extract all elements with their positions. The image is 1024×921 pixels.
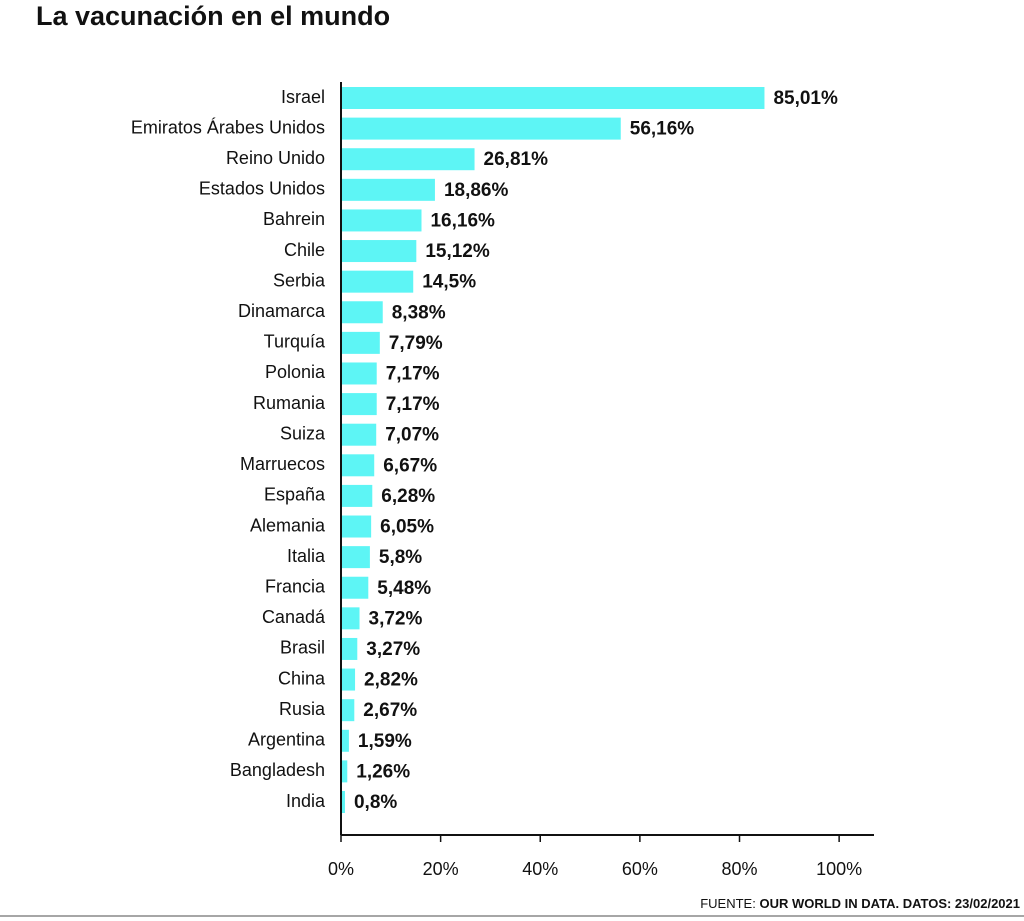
value-label: 18,86% [444,180,509,201]
value-label: 6,05% [380,517,434,538]
bar [341,699,355,722]
y-tick-label: Turquía [264,332,326,352]
bar [341,484,373,507]
bar [341,270,414,293]
value-label: 1,26% [356,761,410,782]
y-tick-label: Brasil [280,638,325,658]
x-tick-label: 100% [816,859,862,879]
chart-title: La vacunación en el mundo [36,1,390,31]
y-tick-label: Serbia [273,270,326,290]
bar [341,576,369,599]
y-tick-label: Dinamarca [238,301,326,321]
bar [341,117,621,140]
value-label: 3,27% [366,639,420,660]
source: OUR WORLD IN DATA. DATOS: 23/02/2021 [759,896,1020,911]
y-tick-label: Emiratos Árabes Unidos [131,117,325,137]
bar [341,515,372,538]
value-label: 8,38% [392,302,446,323]
value-label: 26,81% [484,149,549,170]
y-tick-label: Bangladesh [230,760,325,780]
y-tick-label: Rumania [253,393,326,413]
y-tick-label: Reino Unido [226,148,325,168]
value-label: 0,8% [354,792,397,813]
y-tick-label: Chile [284,240,325,260]
bar [341,393,377,416]
bar [341,668,356,691]
bar [341,178,435,201]
x-tick-label: 60% [622,859,658,879]
source-label: FUENTE: [700,896,756,911]
y-tick-label: China [278,668,326,688]
bar [341,729,349,752]
bar [341,760,348,783]
bar [341,454,375,477]
bar [341,791,345,813]
y-tick-label: Rusia [279,699,326,719]
bar [341,362,377,385]
value-label: 7,17% [386,363,440,384]
value-label: 1,59% [358,731,412,752]
value-label: 5,48% [377,578,431,599]
x-tick-label: 20% [423,859,459,879]
y-tick-label: Bahrein [263,209,325,229]
value-label: 2,82% [364,670,418,691]
y-tick-label: Argentina [248,730,326,750]
bar [341,148,475,171]
value-label: 5,8% [379,547,422,568]
bar [341,87,765,109]
value-label: 7,79% [389,333,443,354]
x-tick-label: 80% [721,859,757,879]
bar [341,301,383,324]
value-label: 2,67% [363,700,417,721]
y-tick-label: España [264,485,326,505]
value-label: 3,72% [369,608,423,629]
y-tick-label: Suiza [280,423,326,443]
x-tick-label: 40% [522,859,558,879]
bar [341,546,370,569]
y-tick-label: Estados Unidos [199,179,325,199]
x-tick-label: 0% [328,859,354,879]
bar [341,240,417,263]
bar [341,607,360,630]
y-tick-label: Italia [287,546,326,566]
value-label: 14,5% [422,272,476,293]
y-tick-label: Polonia [265,362,326,382]
bar [341,331,380,354]
y-tick-label: India [286,791,326,811]
bar [341,209,422,232]
value-label: 6,28% [381,486,435,507]
bar [341,637,358,660]
y-tick-label: Alemania [250,515,326,535]
value-label: 85,01% [773,88,838,109]
y-tick-label: Canadá [262,607,326,627]
value-label: 56,16% [630,119,695,140]
value-label: 16,16% [430,210,495,231]
y-tick-label: Israel [281,87,325,107]
bar [341,423,377,446]
value-label: 7,17% [386,394,440,415]
value-label: 7,07% [385,425,439,446]
source-note: FUENTE: OUR WORLD IN DATA. DATOS: 23/02/… [700,896,1020,911]
y-tick-label: Marruecos [240,454,325,474]
value-label: 15,12% [425,241,490,262]
y-tick-label: Francia [265,576,326,596]
value-label: 6,67% [383,455,437,476]
